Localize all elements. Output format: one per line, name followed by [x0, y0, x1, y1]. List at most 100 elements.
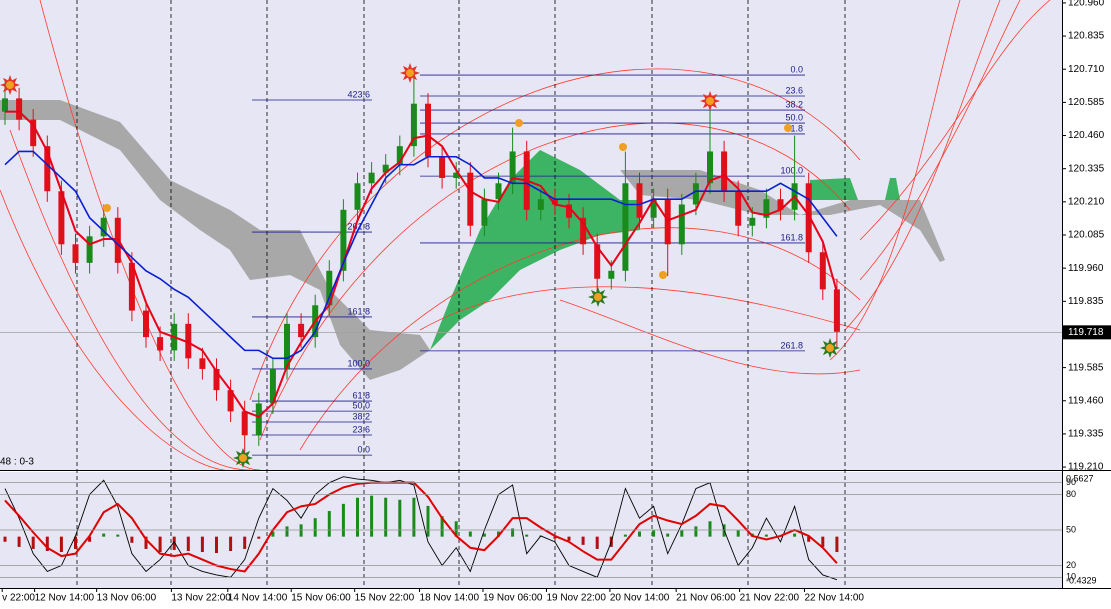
y-tick-label: 119.835: [1068, 296, 1104, 307]
y-tick-label: 10: [1066, 572, 1076, 582]
candle-body: [819, 252, 826, 290]
candle-body: [678, 204, 685, 245]
candle-body: [410, 103, 417, 147]
y-tick-label: 120.460: [1068, 130, 1105, 141]
y-tick-label: 120.085: [1068, 230, 1105, 241]
candle-body: [481, 199, 488, 226]
cloud-green: [430, 150, 640, 350]
y-tick-label: 120.835: [1068, 31, 1105, 42]
moving-average: [4, 150, 838, 360]
info-text: 48 : 0-3: [0, 457, 34, 468]
candle-body: [805, 183, 812, 253]
candle-body: [185, 323, 192, 359]
histogram-bar: [835, 536, 839, 553]
histogram-bar: [553, 536, 557, 539]
candle-body: [439, 156, 446, 178]
candle-body: [594, 244, 601, 279]
histogram-bar: [412, 497, 416, 537]
decorations: [0, 0, 1051, 470]
histogram-bar: [694, 526, 698, 537]
candle-body: [100, 217, 107, 237]
candle-body: [650, 199, 657, 218]
histogram-bar: [595, 536, 599, 549]
fib-label: 23.6: [785, 85, 803, 95]
day-separators: [76, 0, 846, 588]
histogram-bar: [299, 524, 303, 537]
fib-label: 61.8: [785, 123, 803, 133]
candle-body: [255, 403, 262, 436]
candle-body: [425, 103, 431, 157]
candle-body: [241, 411, 248, 436]
candle-body: [551, 199, 558, 205]
fib-label: 100.0: [347, 358, 370, 368]
histogram-bar: [398, 499, 402, 537]
cloud-green: [885, 178, 900, 200]
x-tick-label: 18 Nov 14:00: [420, 593, 480, 604]
fib-label: 38.2: [352, 411, 370, 421]
histogram-bar: [497, 531, 500, 537]
y-tick-label: 90: [1066, 477, 1076, 487]
histogram-bar: [440, 516, 444, 537]
x-tick-label: 15 Nov 06:00: [291, 593, 351, 604]
histogram-bar: [793, 533, 797, 537]
histogram-bar: [172, 536, 176, 550]
histogram-bar: [708, 521, 712, 537]
envelope: [259, 122, 851, 441]
candle-body: [143, 310, 149, 338]
candle-body: [326, 270, 333, 306]
histogram-bar: [567, 536, 571, 541]
candle-body: [777, 199, 784, 210]
candle-body: [227, 390, 234, 412]
histogram-bar: [511, 528, 515, 537]
candle-body: [86, 236, 93, 263]
histogram-bar: [638, 531, 641, 537]
y-tick-label: 120.710: [1068, 64, 1105, 75]
main-plot: 0.023.638.250.061.8100.0161.8261.8423.60…: [0, 64, 1062, 460]
envelope: [9, 129, 251, 470]
x-tick-label: 19 Nov 22:00: [546, 593, 606, 604]
cloud-gray: [0, 100, 430, 380]
hist-tick-label: -0.4329: [1066, 575, 1097, 585]
fib-label: 23.6: [352, 424, 370, 434]
histogram-bar: [652, 530, 656, 537]
histogram-bar: [243, 536, 247, 549]
histogram-bar: [313, 518, 317, 537]
histogram-bar: [384, 497, 388, 537]
candle-body: [213, 368, 220, 391]
candle-body: [30, 119, 37, 147]
envelope: [829, 0, 961, 361]
candle-body: [269, 368, 276, 404]
histogram-bar: [370, 495, 374, 537]
candle-body: [382, 164, 389, 173]
envelope: [859, 0, 1051, 241]
histogram-bar: [821, 536, 825, 547]
oscillator-plot: [3, 476, 839, 581]
histogram-bar: [468, 531, 472, 537]
fib-label: 261.8: [347, 221, 370, 231]
candle-body: [44, 146, 51, 192]
histogram-bar: [229, 536, 233, 551]
y-tick-label: 119.210: [1068, 462, 1104, 473]
candle-body: [128, 262, 135, 311]
fib-label: 61.8: [352, 390, 370, 400]
fib-label: 161.8: [347, 306, 370, 316]
cloud-gray: [620, 170, 945, 262]
fib-label: 423.6: [347, 89, 370, 99]
histogram-bar: [186, 536, 190, 551]
candle-body: [368, 172, 375, 184]
histogram-bar: [327, 511, 331, 537]
histogram-bar: [144, 536, 148, 549]
candle-body: [735, 191, 742, 226]
histogram-bar: [116, 534, 120, 537]
histogram-bar: [426, 505, 430, 537]
histogram-bar: [271, 531, 275, 537]
x-tick-label: 13 Nov 06:00: [97, 593, 157, 604]
histogram-bar: [623, 534, 627, 537]
histogram-bar: [74, 536, 77, 549]
histogram-bar: [3, 536, 7, 542]
fib-label: 50.0: [352, 400, 370, 410]
histogram-bar: [215, 536, 218, 554]
envelope: [299, 227, 861, 451]
fib-label: 100.0: [780, 165, 803, 175]
fib-label: 38.2: [785, 99, 803, 109]
